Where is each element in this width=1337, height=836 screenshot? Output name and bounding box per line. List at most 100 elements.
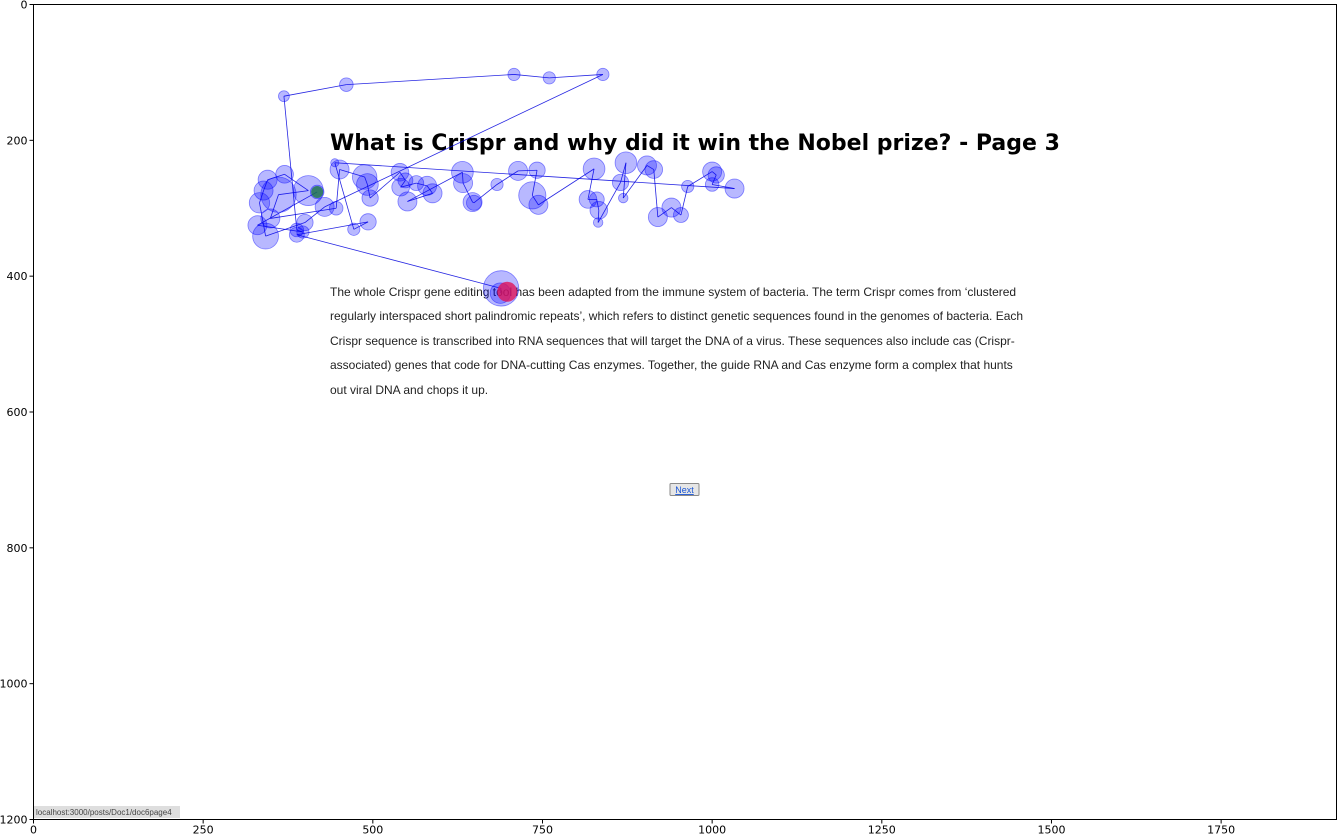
scanpath-segment [620,162,627,183]
scanpath-segment [304,206,325,223]
paragraph-line: The whole Crispr gene editing tool has b… [330,285,1016,299]
scanpath-segment [399,172,406,181]
fixation-point [704,177,720,192]
scanpath-segment [283,84,347,97]
fixation-point [252,222,279,250]
fixation-point [542,71,556,85]
scanpath-segment [513,74,550,79]
x-tick-label: 0 [30,824,37,836]
fixation-point [248,192,271,214]
fixation-point [592,217,604,228]
last-fixation-marker [497,281,518,302]
x-tick-label: 1750 [1207,824,1235,836]
scanpath-segment [334,162,355,230]
fixation-point [296,213,314,232]
scanpath-segment [407,192,433,202]
scanpath-segment [265,222,306,237]
fixation-point [408,175,425,192]
fixation-point [508,160,528,181]
scanpath-segment [364,176,368,185]
fixation-point [637,155,657,176]
scanpath-segment [597,182,621,223]
scanpath-segment [259,190,264,203]
fixation-point [724,178,745,199]
x-tick-label: 1250 [868,824,896,836]
scanpath-segment [711,171,717,176]
paragraph-line: regularly interspaced short palindromic … [330,309,1023,323]
fixation-point [314,196,335,217]
scanpath-segment [267,173,285,181]
scanpath-segment [687,171,713,187]
scanpath-segment [472,201,475,204]
next-button-label[interactable]: Next [675,485,694,495]
fixation-point [296,225,310,239]
scanpath-segment [334,162,735,189]
fixation-point [707,166,725,184]
fixation-point [582,157,606,181]
scanpath-segment [680,186,689,216]
fixation-point [278,90,290,103]
fixation-point [292,175,324,206]
fixation-point [391,177,410,197]
x-tick-label: 750 [532,824,553,836]
fixation-point [614,151,638,175]
scanpath-segment [549,74,603,79]
scanpath-segment [296,221,369,236]
endpoint-markers [311,185,518,302]
scanpath-segment [270,207,337,219]
scanpath-segment [257,224,303,233]
scanpath-segment [259,202,266,237]
plot-area [33,4,1337,820]
scanpath-segment [283,96,298,231]
y-tick-label: 1000 [0,678,28,691]
fixation-point [681,179,695,194]
scanpath-segment [339,169,365,178]
scanpath-segment [369,171,401,199]
fixation-point [359,213,377,231]
fixation-point [518,181,547,210]
scanpath-segment [263,179,269,191]
fixation-point [453,173,474,194]
fixation-point [618,192,629,204]
x-tick-label: 1000 [698,824,726,836]
scanpath-segment [407,171,463,202]
scanpath-segment [653,169,659,218]
scanpath-segment [346,74,515,86]
scanpath-segment [462,172,464,184]
fixation-point [673,207,689,223]
paragraph-line: Crispr sequence is transcribed into RNA … [330,334,1015,348]
status-url: localhost:3000/posts/Doc1/doc6page4 [36,808,172,817]
fixation-point [466,194,482,211]
fixation-point [507,67,521,81]
fixation-point [330,158,340,168]
axes: 0 250 500 750 1000 1250 1500 1750 0 200 400 600 800 1… [0,0,1235,836]
y-tick-label: 600 [7,406,28,419]
scanpath-segment [324,74,604,208]
paragraph-line: out viral DNA and chops it up. [330,383,488,397]
fixation-point [528,194,549,215]
scanpath-segment [296,234,502,289]
scanpath-segment [622,162,627,199]
scanpath-segment [597,210,600,223]
scanpath-segment [367,184,371,199]
fixation-point [275,165,294,184]
fixation-point [260,208,281,229]
scanpath-segment [712,184,735,189]
fixation-point [247,215,268,236]
scanpath-segment [353,221,369,230]
fixation-point [257,169,278,190]
y-tick-label: 800 [7,542,28,555]
scanpath-segment [531,170,538,196]
scanpath-segment [587,168,595,200]
scanpath-segment [518,169,538,172]
fixation-point [329,159,350,180]
fixation-point [462,192,483,213]
y-tick-label: 400 [7,270,28,283]
y-tick-label: 200 [7,134,28,147]
fixation-point [347,222,361,236]
scanpath-segment [296,229,304,233]
scanpath-segment [657,207,672,218]
scanpath-segment [462,182,473,203]
next-button[interactable]: Next [669,483,700,496]
